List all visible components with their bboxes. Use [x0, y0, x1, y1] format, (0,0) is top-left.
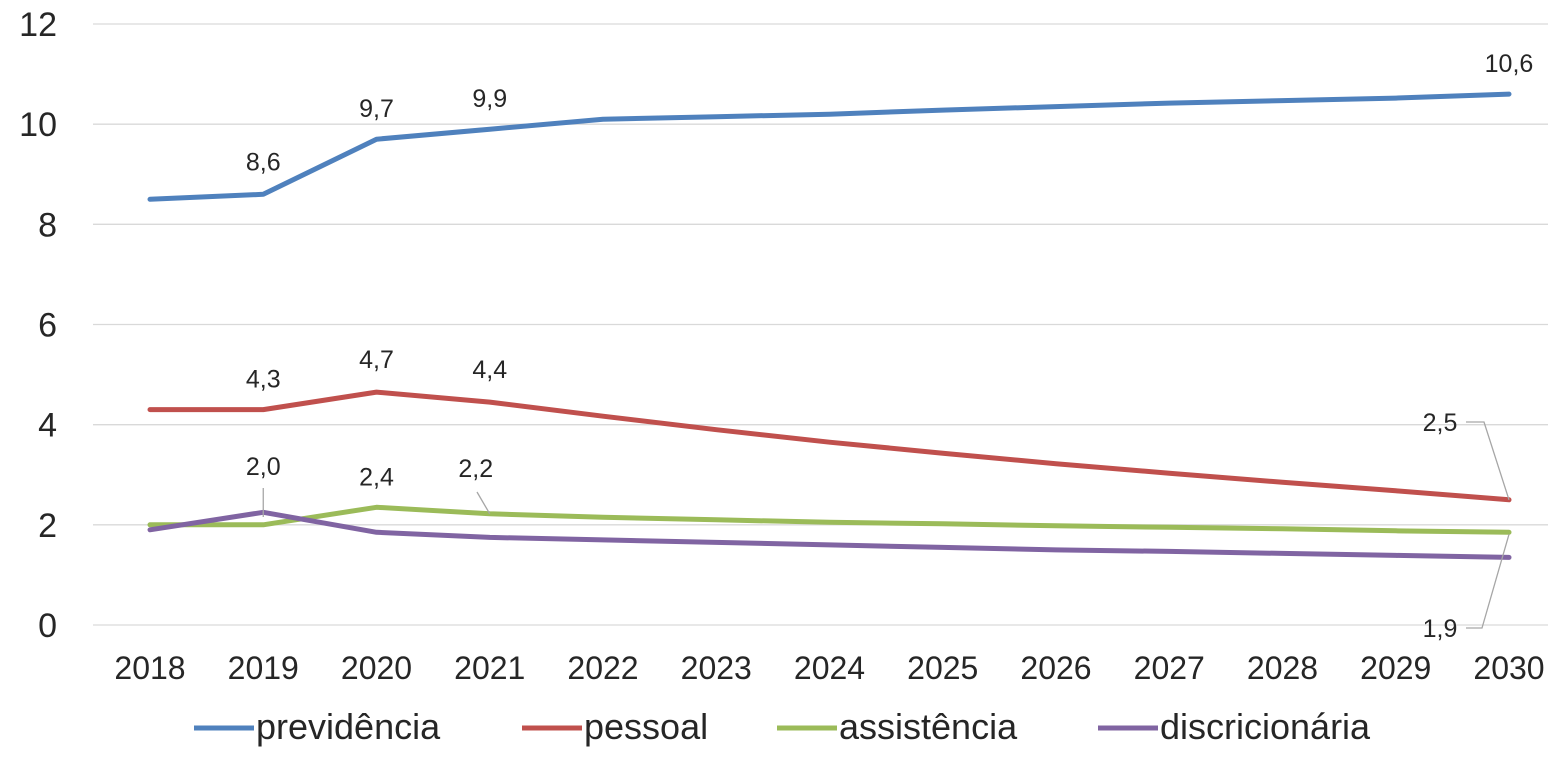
data-label: 8,6 — [246, 148, 281, 176]
x-tick-label: 2023 — [681, 650, 752, 686]
data-label: 9,7 — [359, 95, 394, 123]
legend-label: discricionária — [1160, 706, 1371, 747]
series-line — [150, 512, 1509, 557]
legend-label: assistência — [839, 706, 1018, 747]
x-tick-label: 2022 — [567, 650, 638, 686]
y-tick-label: 0 — [38, 607, 57, 645]
x-tick-label: 2019 — [228, 650, 299, 686]
x-tick-label: 2028 — [1247, 650, 1318, 686]
data-label: 4,7 — [359, 346, 394, 374]
y-tick-label: 12 — [19, 6, 57, 44]
y-tick-label: 8 — [38, 206, 57, 244]
leader-line — [1466, 422, 1509, 500]
legend-label: pessoal — [584, 706, 708, 747]
x-tick-label: 2029 — [1360, 650, 1431, 686]
data-label: 9,9 — [472, 85, 507, 113]
y-tick-label: 10 — [19, 106, 57, 144]
data-label: 2,2 — [458, 455, 493, 483]
x-tick-label: 2024 — [794, 650, 865, 686]
data-label: 2,5 — [1423, 409, 1458, 437]
legend-label: previdência — [256, 706, 441, 747]
x-tick-label: 2020 — [341, 650, 412, 686]
x-tick-label: 2021 — [454, 650, 525, 686]
data-label: 10,6 — [1485, 50, 1534, 78]
series-line — [150, 392, 1509, 500]
y-tick-label: 4 — [38, 407, 57, 445]
data-label: 2,0 — [246, 453, 281, 481]
y-tick-label: 2 — [38, 507, 57, 545]
legend: previdência pessoal assistência discricioná… — [194, 706, 1371, 747]
series-lines — [150, 94, 1509, 557]
legend-item: assistência — [777, 706, 1018, 747]
legend-item: pessoal — [522, 706, 708, 747]
legend-item: previdência — [194, 706, 441, 747]
series-line — [150, 94, 1509, 199]
x-tick-label: 2018 — [114, 650, 185, 686]
x-tick-label: 2026 — [1020, 650, 1091, 686]
data-label: 4,3 — [246, 366, 281, 394]
leader-line — [1466, 534, 1509, 628]
y-axis: 0 2 4 6 8 10 12 — [19, 6, 57, 645]
leader-line — [477, 492, 490, 514]
y-tick-label: 6 — [38, 307, 57, 345]
x-tick-label: 2027 — [1134, 650, 1205, 686]
data-label: 2,4 — [359, 463, 394, 491]
x-axis: 2018 2019 2020 2021 2022 2023 2024 2025 2026 2027… — [114, 650, 1544, 686]
x-tick-label: 2025 — [907, 650, 978, 686]
x-tick-label: 2030 — [1473, 650, 1544, 686]
data-label: 4,4 — [472, 356, 507, 384]
legend-item: discricionária — [1098, 706, 1371, 747]
data-label: 1,9 — [1423, 615, 1458, 643]
